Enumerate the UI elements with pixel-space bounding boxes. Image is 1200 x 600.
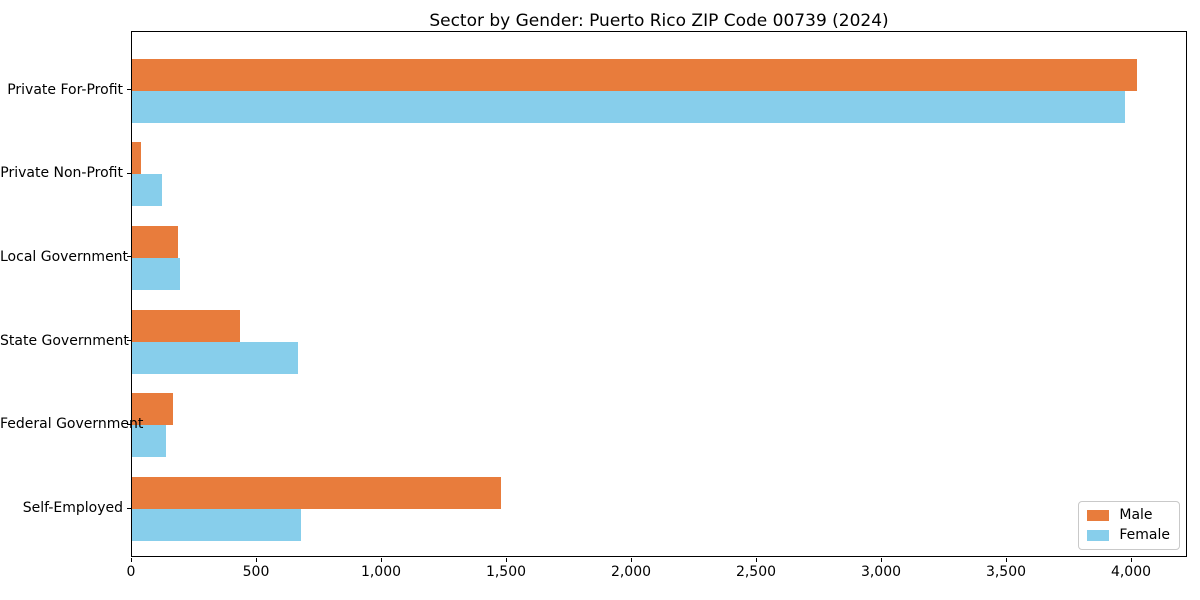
x-tick-label: 3,500 bbox=[985, 564, 1027, 580]
x-tick-mark bbox=[380, 558, 382, 562]
bar-male-2 bbox=[132, 225, 179, 258]
y-tick-mark bbox=[127, 172, 131, 174]
bar-male-3 bbox=[132, 309, 240, 342]
bar-female-0 bbox=[132, 90, 1125, 123]
x-tick-label: 1,000 bbox=[360, 564, 402, 580]
x-tick-label: 0 bbox=[126, 564, 136, 580]
y-axis-label: Self-Employed bbox=[22, 500, 123, 516]
x-tick-mark bbox=[630, 558, 632, 562]
bar-male-5 bbox=[132, 477, 501, 509]
x-tick-label: 2,000 bbox=[610, 564, 652, 580]
bar-female-4 bbox=[132, 425, 166, 458]
x-tick-mark bbox=[1130, 558, 1132, 562]
y-tick-mark bbox=[127, 256, 131, 258]
x-tick-label: 2,500 bbox=[735, 564, 777, 580]
legend-item-female: Female bbox=[1087, 528, 1170, 543]
y-axis-label: Local Government bbox=[0, 248, 129, 265]
legend: Male Female bbox=[1078, 501, 1180, 550]
legend-item-male: Male bbox=[1087, 508, 1170, 523]
chart-title: Sector by Gender: Puerto Rico ZIP Code 0… bbox=[429, 11, 889, 31]
bar-male-0 bbox=[132, 58, 1137, 91]
x-tick-mark bbox=[505, 558, 507, 562]
legend-swatch-male bbox=[1087, 510, 1110, 521]
x-tick-mark bbox=[1005, 558, 1007, 562]
bar-female-1 bbox=[132, 174, 162, 207]
y-axis-label: State Government bbox=[0, 332, 129, 349]
x-tick-mark bbox=[255, 558, 257, 562]
x-tick-label: 3,000 bbox=[860, 564, 902, 580]
x-tick-label: 500 bbox=[242, 564, 270, 580]
bar-male-1 bbox=[132, 142, 141, 175]
legend-swatch-female bbox=[1087, 530, 1110, 541]
x-tick-mark bbox=[880, 558, 882, 562]
y-tick-mark bbox=[127, 507, 131, 509]
y-tick-mark bbox=[127, 340, 131, 342]
legend-label-female: Female bbox=[1119, 527, 1170, 543]
x-tick-mark bbox=[755, 558, 757, 562]
bar-male-4 bbox=[132, 393, 174, 426]
y-axis-label: Federal Government bbox=[0, 416, 144, 433]
x-tick-label: 4,000 bbox=[1110, 564, 1152, 580]
legend-label-male: Male bbox=[1119, 507, 1153, 523]
y-axis-label: Private For-Profit bbox=[7, 81, 123, 98]
x-tick-label: 1,500 bbox=[485, 564, 527, 580]
x-tick-mark bbox=[130, 558, 132, 562]
bar-female-3 bbox=[132, 341, 299, 374]
bar-female-2 bbox=[132, 257, 180, 290]
y-axis-label: Private Non-Profit bbox=[0, 165, 123, 182]
plot-area: Male Female bbox=[131, 31, 1187, 557]
bar-female-5 bbox=[132, 509, 301, 541]
y-tick-mark bbox=[127, 89, 131, 90]
y-tick-mark bbox=[127, 423, 131, 425]
